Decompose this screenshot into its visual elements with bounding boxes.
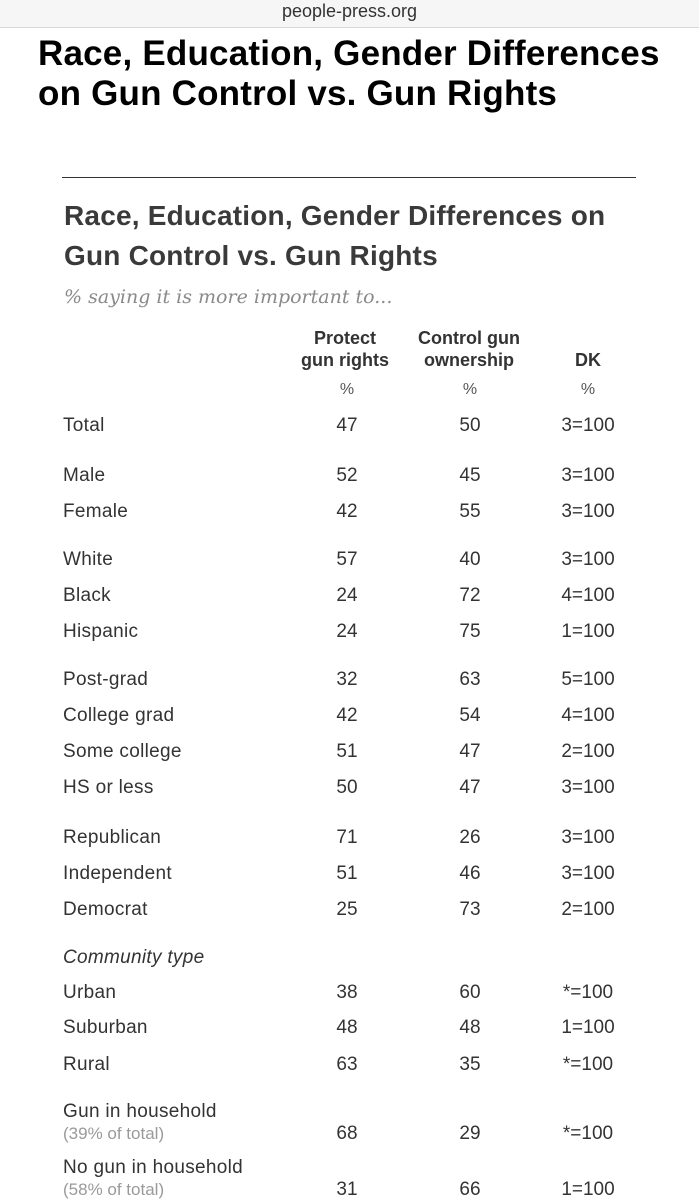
table-row-label: Some college bbox=[63, 741, 182, 762]
cell-control-gun-ownership: 60 bbox=[459, 982, 481, 1003]
cell-control-gun-ownership: 72 bbox=[459, 585, 481, 606]
cell-dk: 2=100 bbox=[561, 741, 615, 762]
cell-protect-gun-rights: 51 bbox=[336, 863, 358, 884]
cell-protect-gun-rights: 50 bbox=[336, 777, 358, 798]
column-header-dk: DK bbox=[548, 327, 628, 371]
table-row-sublabel: (39% of total) bbox=[63, 1124, 165, 1143]
cell-control-gun-ownership: 48 bbox=[459, 1017, 481, 1038]
cell-protect-gun-rights: 57 bbox=[336, 549, 358, 570]
table-row-label: Hispanic bbox=[63, 621, 139, 642]
table-row-label: Black bbox=[63, 585, 111, 606]
browser-url-bar[interactable]: people-press.org bbox=[0, 0, 699, 28]
cell-control-gun-ownership: 46 bbox=[459, 863, 481, 884]
cell-control-gun-ownership: 47 bbox=[459, 777, 481, 798]
cell-protect-gun-rights: 24 bbox=[336, 621, 358, 642]
column-header-line2: gun rights bbox=[301, 350, 389, 370]
table-row-label: Gun in household bbox=[63, 1101, 217, 1122]
table-row-label: College grad bbox=[63, 705, 175, 726]
cell-protect-gun-rights: 47 bbox=[336, 415, 358, 436]
cell-dk: 3=100 bbox=[561, 863, 615, 884]
table-row-label: Post-grad bbox=[63, 669, 149, 690]
cell-protect-gun-rights: 51 bbox=[336, 741, 358, 762]
table-row-label: Urban bbox=[63, 982, 117, 1003]
table-row-label: Republican bbox=[63, 827, 162, 848]
cell-dk: 4=100 bbox=[561, 585, 615, 606]
cell-control-gun-ownership: 75 bbox=[459, 621, 481, 642]
table-row-label: No gun in household bbox=[63, 1157, 244, 1178]
table-row-label: Male bbox=[63, 465, 106, 486]
cell-control-gun-ownership: 73 bbox=[459, 899, 481, 920]
cell-protect-gun-rights: 42 bbox=[336, 501, 358, 522]
cell-control-gun-ownership: 54 bbox=[459, 705, 481, 726]
table-row-sublabel: (58% of total) bbox=[63, 1180, 165, 1199]
cell-protect-gun-rights: 48 bbox=[336, 1017, 358, 1038]
cell-dk: 3=100 bbox=[561, 465, 615, 486]
chart-title: Race, Education, Gender Differences on G… bbox=[64, 200, 606, 271]
url-text: people-press.org bbox=[281, 1, 418, 21]
table-row-label: Rural bbox=[63, 1054, 110, 1075]
cell-control-gun-ownership: 50 bbox=[459, 415, 481, 436]
column-header-line1: Protect bbox=[313, 328, 376, 348]
cell-dk: 1=100 bbox=[561, 1017, 615, 1038]
cell-control-gun-ownership: 26 bbox=[459, 827, 481, 848]
cell-dk: *=100 bbox=[562, 1054, 614, 1075]
cell-protect-gun-rights: 71 bbox=[336, 827, 358, 848]
cell-control-gun-ownership: 35 bbox=[459, 1054, 481, 1075]
cell-control-gun-ownership: 55 bbox=[459, 501, 481, 522]
table-row-label: HS or less bbox=[63, 777, 154, 798]
table-row-label: Independent bbox=[63, 863, 172, 884]
table-row-label: Total bbox=[63, 415, 105, 436]
cell-control-gun-ownership: 40 bbox=[459, 549, 481, 570]
column-unit: % bbox=[462, 381, 478, 398]
chart-subtitle: % saying it is more important to... bbox=[64, 286, 393, 308]
cell-protect-gun-rights: 42 bbox=[336, 705, 358, 726]
cell-dk: 2=100 bbox=[561, 899, 615, 920]
cell-protect-gun-rights: 25 bbox=[336, 899, 358, 920]
cell-protect-gun-rights: 32 bbox=[336, 669, 358, 690]
cell-dk: *=100 bbox=[562, 1123, 614, 1144]
cell-protect-gun-rights: 24 bbox=[336, 585, 358, 606]
cell-control-gun-ownership: 47 bbox=[459, 741, 481, 762]
column-header-line1: Control gun bbox=[418, 328, 520, 348]
cell-dk: 5=100 bbox=[561, 669, 615, 690]
cell-protect-gun-rights: 52 bbox=[336, 465, 358, 486]
column-header-control: Control gun ownership bbox=[404, 327, 534, 371]
cell-dk: 1=100 bbox=[561, 1179, 615, 1200]
cell-protect-gun-rights: 63 bbox=[336, 1054, 358, 1075]
cell-dk: *=100 bbox=[562, 982, 614, 1003]
column-header-protect: Protect gun rights bbox=[285, 327, 405, 371]
cell-dk: 3=100 bbox=[561, 777, 615, 798]
table-row-label: Suburban bbox=[63, 1017, 148, 1038]
cell-dk: 3=100 bbox=[561, 501, 615, 522]
column-header-line1 bbox=[548, 327, 628, 349]
cell-control-gun-ownership: 29 bbox=[459, 1123, 481, 1144]
cell-dk: 3=100 bbox=[561, 549, 615, 570]
cell-dk: 3=100 bbox=[561, 827, 615, 848]
cell-protect-gun-rights: 38 bbox=[336, 982, 358, 1003]
cell-dk: 1=100 bbox=[561, 621, 615, 642]
cell-control-gun-ownership: 63 bbox=[459, 669, 481, 690]
table-row-label: White bbox=[63, 549, 114, 570]
table-row-label: Female bbox=[63, 501, 129, 522]
column-unit: % bbox=[580, 381, 596, 398]
table-section-heading: Community type bbox=[63, 947, 205, 968]
cell-dk: 4=100 bbox=[561, 705, 615, 726]
cell-protect-gun-rights: 31 bbox=[336, 1179, 358, 1200]
cell-control-gun-ownership: 66 bbox=[459, 1179, 481, 1200]
divider bbox=[62, 177, 636, 178]
cell-protect-gun-rights: 68 bbox=[336, 1123, 358, 1144]
column-header-line2: DK bbox=[575, 350, 601, 370]
page-title: Race, Education, Gender Differences on G… bbox=[38, 34, 660, 113]
cell-dk: 3=100 bbox=[561, 415, 615, 436]
column-unit: % bbox=[339, 381, 355, 398]
table-row-label: Democrat bbox=[63, 899, 148, 920]
cell-control-gun-ownership: 45 bbox=[459, 465, 481, 486]
column-header-line2: ownership bbox=[423, 350, 514, 370]
